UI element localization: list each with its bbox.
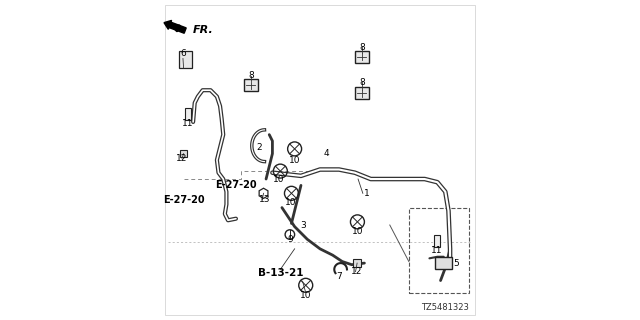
- Text: 6: 6: [180, 49, 186, 58]
- Text: 10: 10: [300, 291, 312, 300]
- Text: 8: 8: [359, 43, 365, 52]
- FancyBboxPatch shape: [355, 87, 369, 100]
- Text: FR.: FR.: [193, 25, 214, 35]
- Text: 9: 9: [287, 235, 292, 244]
- Text: 12: 12: [177, 154, 188, 163]
- Text: E-27-20: E-27-20: [163, 195, 204, 205]
- Text: 11: 11: [431, 246, 442, 255]
- Text: B-13-21: B-13-21: [257, 268, 303, 278]
- Text: 2: 2: [256, 143, 262, 152]
- FancyBboxPatch shape: [435, 257, 452, 269]
- Text: 1: 1: [364, 189, 370, 198]
- Text: TZ5481323: TZ5481323: [421, 303, 469, 312]
- Bar: [179, 51, 191, 68]
- Text: 7: 7: [336, 272, 342, 281]
- FancyBboxPatch shape: [244, 79, 258, 92]
- Text: 10: 10: [285, 198, 296, 207]
- Text: 11: 11: [182, 119, 193, 128]
- Text: 10: 10: [289, 156, 300, 164]
- Bar: [353, 259, 361, 267]
- Bar: [184, 108, 191, 120]
- Text: 8: 8: [359, 78, 365, 87]
- Bar: [433, 235, 440, 247]
- FancyBboxPatch shape: [355, 51, 369, 63]
- Text: 10: 10: [352, 227, 363, 236]
- Text: 3: 3: [301, 220, 307, 229]
- Text: 5: 5: [453, 259, 459, 268]
- Text: 13: 13: [259, 195, 270, 204]
- Text: 4: 4: [324, 149, 329, 158]
- Text: E-27-20: E-27-20: [215, 180, 257, 190]
- Text: 8: 8: [248, 71, 253, 80]
- Text: 10: 10: [273, 174, 285, 184]
- Text: 12: 12: [351, 267, 362, 276]
- FancyArrow shape: [164, 20, 186, 33]
- Bar: [180, 150, 188, 157]
